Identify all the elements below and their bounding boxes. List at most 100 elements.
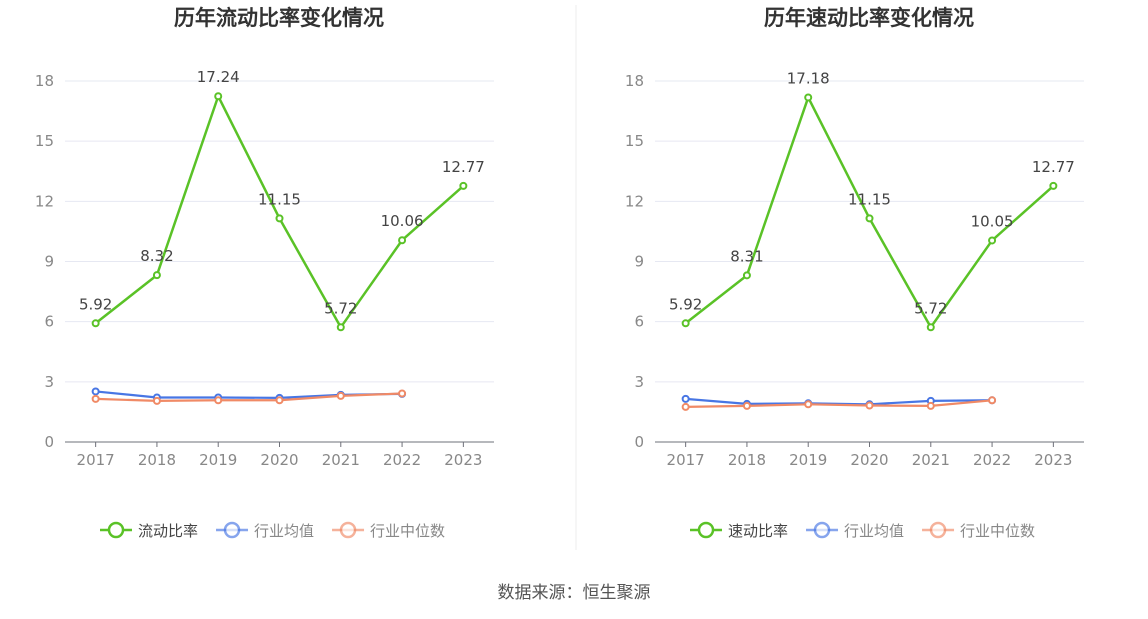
x-tick-label: 2019	[199, 451, 237, 469]
y-tick-label: 0	[634, 433, 644, 451]
data-point	[459, 181, 468, 190]
chart-panel-2: 历年速动比率变化情况 0 3 6 9 12 15 18 2017 2018 2019 2020 2021…	[625, 6, 1084, 540]
legend-item-median[interactable]: 行业中位数	[922, 521, 1035, 540]
data-point	[214, 92, 223, 101]
data-point	[988, 396, 997, 405]
data-point	[398, 389, 407, 398]
legend-label: 行业中位数	[960, 522, 1035, 540]
data-label: 17.24	[197, 68, 240, 86]
x-tick-label: 2021	[912, 451, 950, 469]
y-tick-label: 18	[35, 72, 54, 90]
legend: 流动比率 行业均值 行业中位数	[100, 521, 445, 540]
x-tick-label: 2020	[260, 451, 298, 469]
x-tick-label: 2018	[728, 451, 766, 469]
series-median	[681, 396, 997, 411]
data-label: 10.05	[971, 212, 1014, 230]
legend-item-primary[interactable]: 速动比率	[690, 521, 788, 540]
data-label: 12.77	[1032, 158, 1075, 176]
x-tick-label: 2017	[667, 451, 705, 469]
data-point	[91, 319, 100, 328]
data-point	[804, 400, 813, 409]
y-tick-label: 18	[625, 72, 644, 90]
data-label: 5.92	[669, 295, 702, 313]
data-point	[988, 236, 997, 245]
series-median	[91, 389, 407, 405]
y-tick-label: 3	[44, 373, 54, 391]
data-label: 11.15	[258, 190, 301, 208]
x-tick-label: 2021	[322, 451, 360, 469]
data-point	[91, 387, 100, 396]
x-tick-label: 2023	[1034, 451, 1072, 469]
y-tick-label: 3	[634, 373, 644, 391]
series-primary: 5.92 8.31 17.18 11.15 5.72 10.05 12.77	[669, 69, 1075, 332]
x-tick-label: 2022	[383, 451, 421, 469]
data-point	[865, 214, 874, 223]
data-label: 8.31	[730, 247, 763, 265]
y-tick-label: 12	[625, 192, 644, 210]
y-tick-label: 12	[35, 192, 54, 210]
legend: 速动比率 行业均值 行业中位数	[690, 521, 1035, 540]
data-label: 10.06	[381, 212, 424, 230]
data-point	[681, 319, 690, 328]
legend-item-mean[interactable]: 行业均值	[216, 521, 314, 540]
y-tick-label: 6	[44, 313, 54, 331]
data-point	[336, 391, 345, 400]
x-tick-label: 2018	[138, 451, 176, 469]
legend-item-primary[interactable]: 流动比率	[100, 521, 198, 540]
y-tick-label: 0	[44, 433, 54, 451]
x-tick-label: 2020	[850, 451, 888, 469]
data-point	[275, 396, 284, 405]
data-point	[865, 401, 874, 410]
y-tick-label: 9	[44, 253, 54, 271]
data-point	[926, 401, 935, 410]
series-line	[95, 392, 403, 402]
data-point	[152, 271, 161, 280]
legend-marker	[107, 521, 125, 539]
data-point	[91, 394, 100, 403]
legend-marker	[929, 521, 947, 539]
x-tick-label: 2022	[973, 451, 1011, 469]
legend-marker	[339, 521, 357, 539]
legend-label: 速动比率	[728, 522, 788, 540]
chart-title: 历年流动比率变化情况	[174, 6, 384, 30]
data-label: 5.92	[79, 295, 112, 313]
data-point	[336, 323, 345, 332]
legend-label: 行业均值	[254, 522, 314, 540]
data-label: 17.18	[787, 69, 830, 87]
data-point	[926, 323, 935, 332]
y-tick-label: 15	[625, 132, 644, 150]
legend-item-mean[interactable]: 行业均值	[806, 521, 904, 540]
data-point	[1049, 181, 1058, 190]
source-text: 数据来源：恒生聚源	[498, 583, 651, 603]
chart-panel-1: 历年流动比率变化情况 0 3 6 9 12 15 18 2017 2018 2019 2020 2021…	[35, 6, 494, 540]
y-tick-label: 15	[35, 132, 54, 150]
legend-marker	[813, 521, 831, 539]
data-label: 8.32	[140, 247, 173, 265]
chart-title: 历年速动比率变化情况	[764, 6, 974, 30]
legend-marker	[223, 521, 241, 539]
data-label: 11.15	[848, 190, 891, 208]
data-point	[742, 401, 751, 410]
legend-label: 行业均值	[844, 522, 904, 540]
data-label: 5.72	[914, 299, 947, 317]
x-tick-label: 2017	[77, 451, 115, 469]
legend-label: 行业中位数	[370, 522, 445, 540]
data-point	[804, 93, 813, 102]
series-line	[685, 397, 993, 406]
y-tick-label: 9	[634, 253, 644, 271]
data-point	[681, 394, 690, 403]
y-tick-label: 6	[634, 313, 644, 331]
legend-item-median[interactable]: 行业中位数	[332, 521, 445, 540]
x-tick-label: 2019	[789, 451, 827, 469]
data-label: 5.72	[324, 299, 357, 317]
legend-label: 流动比率	[138, 522, 198, 540]
x-tick-label: 2023	[444, 451, 482, 469]
data-label: 12.77	[442, 158, 485, 176]
legend-marker	[697, 521, 715, 539]
data-point	[398, 236, 407, 245]
data-point	[742, 271, 751, 280]
data-point	[681, 402, 690, 411]
series-line	[685, 399, 993, 409]
